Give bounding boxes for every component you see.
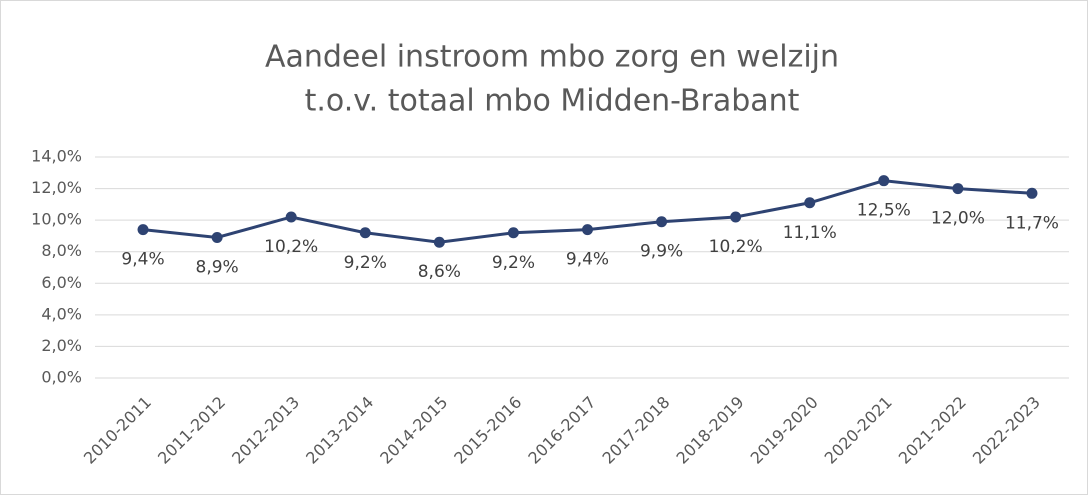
data-label: 9,4% <box>566 250 609 270</box>
y-tick-label: 8,0% <box>41 241 82 260</box>
data-label: 11,7% <box>1005 213 1059 233</box>
chart-title: t.o.v. totaal mbo Midden-Brabant <box>305 84 800 119</box>
data-point <box>211 232 223 244</box>
data-point <box>359 227 371 239</box>
data-label: 9,9% <box>640 242 683 262</box>
data-label: 12,0% <box>931 209 985 229</box>
data-label: 8,6% <box>418 262 461 282</box>
data-point <box>730 211 742 223</box>
data-point <box>285 211 297 223</box>
data-label: 10,2% <box>264 237 318 257</box>
y-tick-label: 14,0% <box>31 147 82 166</box>
data-point <box>952 183 964 195</box>
y-tick-label: 6,0% <box>41 273 82 292</box>
data-point <box>656 216 668 228</box>
data-point <box>507 227 519 239</box>
y-tick-label: 12,0% <box>31 178 82 197</box>
y-tick-label: 10,0% <box>31 210 82 229</box>
data-label: 11,1% <box>783 223 837 243</box>
data-label: 12,5% <box>857 201 911 221</box>
data-point <box>1026 187 1038 199</box>
data-label: 9,2% <box>344 253 387 273</box>
data-label: 9,2% <box>492 253 535 273</box>
data-label: 8,9% <box>196 258 239 278</box>
y-tick-label: 2,0% <box>41 336 82 355</box>
data-point <box>582 224 593 236</box>
data-point <box>878 175 890 187</box>
y-tick-label: 4,0% <box>41 304 82 323</box>
data-point <box>433 236 445 248</box>
y-tick-label: 0,0% <box>41 368 82 387</box>
data-label: 9,4% <box>121 250 164 270</box>
data-point <box>137 224 149 236</box>
data-label: 10,2% <box>709 237 763 257</box>
data-point <box>804 197 816 209</box>
chart-title: Aandeel instroom mbo zorg en welzijn <box>265 40 839 75</box>
